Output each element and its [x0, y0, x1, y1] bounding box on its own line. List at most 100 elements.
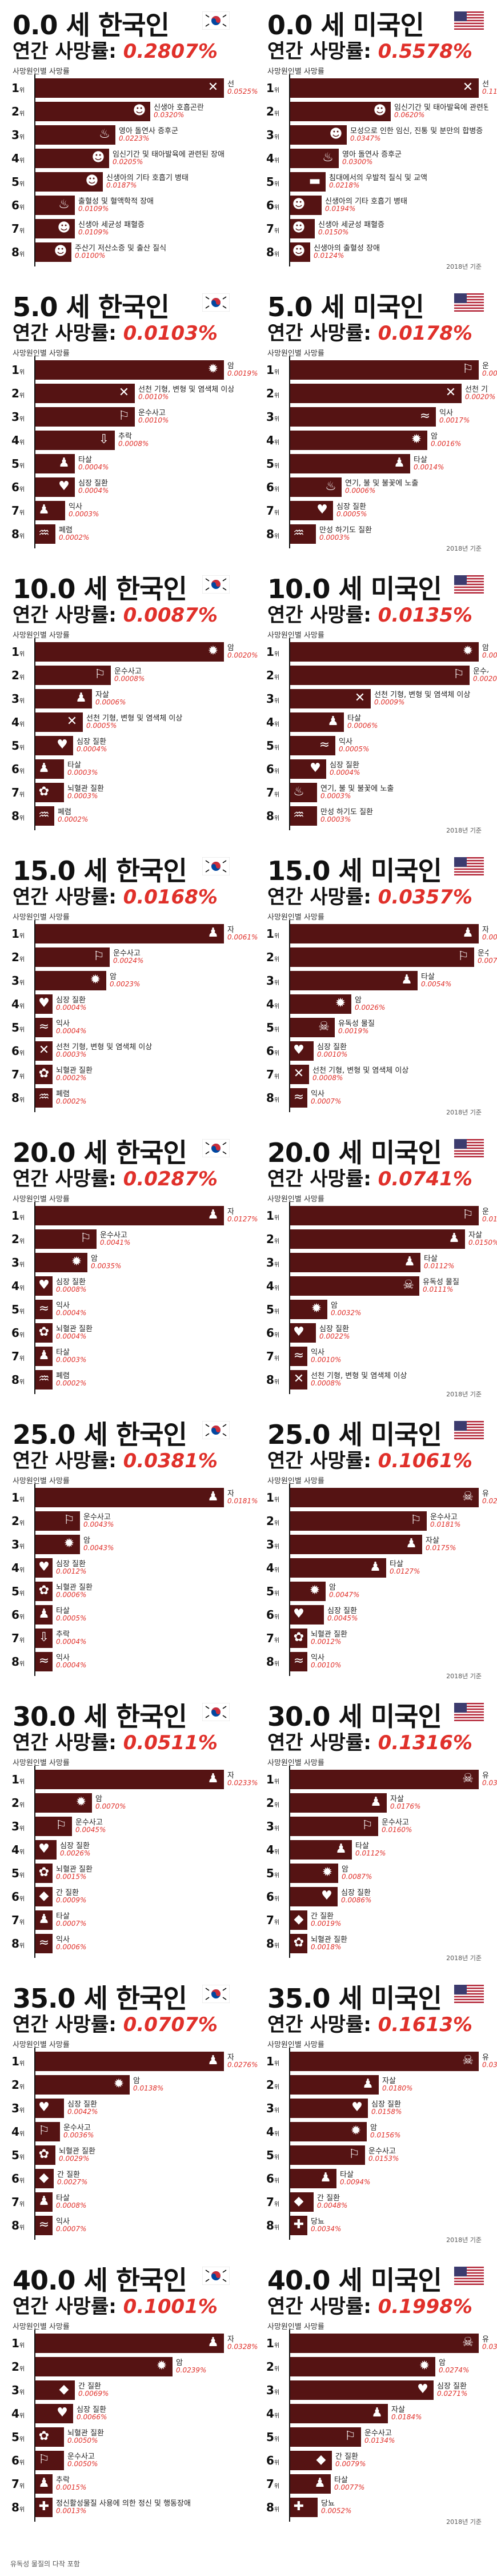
- rate-data-label: 0.0620%: [394, 111, 425, 119]
- bar-mark: [290, 2380, 434, 2400]
- cause-label: 운수사고: [114, 667, 142, 676]
- walk-icon: ♟: [207, 1208, 219, 1222]
- cause-label: 운수사고: [100, 1231, 127, 1240]
- age-title: 0.0 세 미국인: [267, 10, 424, 41]
- age-title: 25.0 세 한국인: [13, 1419, 187, 1450]
- usa-chart-panel: 10.0 세 미국인 연간 사망률: 0.0135% 사망원인별 사망률 1위 ✹ 암 0.…: [257, 567, 497, 836]
- rank-suffix: 위: [274, 2131, 280, 2137]
- rank-suffix: 위: [19, 1074, 25, 1080]
- rate-data-label: 0.0010%: [138, 393, 169, 401]
- rank-label: 7위: [266, 1913, 280, 1927]
- rank-suffix: 위: [19, 1004, 25, 1010]
- rate-label: 연간 사망률:: [267, 2295, 378, 2318]
- rate-label: 연간 사망률:: [267, 604, 378, 627]
- rate-data-label: 0.0012%: [56, 1567, 87, 1575]
- bar-mark: [35, 971, 106, 990]
- rank-suffix: 위: [19, 745, 25, 751]
- bar-mark: [290, 102, 391, 121]
- cause-label: 자살: [95, 691, 109, 699]
- cancer-icon: ✹: [207, 644, 219, 658]
- chart-row: 2위 ☻ 임신기간 및 태아발육에 관련된 장애0.0620%: [257, 100, 488, 123]
- cause-label: 뇌혈관 질환: [311, 1630, 347, 1639]
- rank-label: 7위: [11, 1631, 25, 1645]
- rate-value: 0.0103%: [123, 322, 218, 345]
- chart-row: 6위 ☻ 신생아의 기타 호흡기 병태 0.0194%: [257, 194, 488, 217]
- bar-mark: [290, 431, 427, 450]
- chart-row: 2위 ☻ 신생아 호흡곤란 0.0320%: [2, 100, 234, 123]
- walk-icon: ♟: [448, 1231, 460, 1245]
- heart-icon: ♥: [293, 1607, 304, 1621]
- cause-subtitle: 사망원인별 사망률: [267, 913, 324, 922]
- lung-icon: ♒: [38, 526, 50, 540]
- rank-label: 4위: [11, 1843, 25, 1857]
- rank-label: 3위: [11, 1538, 25, 1551]
- rank-label: 2위: [11, 1796, 25, 1810]
- rank-label: 6위: [11, 480, 25, 494]
- rank-label: 8위: [266, 245, 280, 259]
- rank-label: 5위: [11, 1303, 25, 1316]
- bar-mark: [35, 1793, 92, 1813]
- chart-row: 5위 ✿ 뇌혈관 질환 0.0006%: [2, 1580, 234, 1603]
- bar-mark: [35, 360, 224, 380]
- rate-value: 0.1001%: [123, 2295, 218, 2318]
- bar-mark: [35, 1840, 57, 1860]
- cause-label: 자살: [426, 1536, 439, 1545]
- rate-data-label: 0.0004%: [330, 769, 360, 777]
- chart-row: 2위 ⚐ 운수사고 0.0024%: [2, 946, 234, 969]
- bar-mark: [290, 1605, 324, 1625]
- rate-label: 연간 사망률:: [267, 2013, 378, 2036]
- car-icon: ⚐: [410, 1513, 422, 1527]
- bar-mark: [35, 384, 135, 403]
- chart-row: 3위 ♥ 심장 질환 0.0042%: [2, 2097, 234, 2120]
- annual-mortality-rate: 연간 사망률: 0.0741%: [267, 1163, 472, 1191]
- cause-label: 주산기 저산소증 및 출산 질식: [75, 244, 167, 253]
- age-title: 40.0 세 미국인: [267, 2265, 442, 2296]
- rank-suffix: 위: [274, 228, 280, 234]
- chart-row: 6위 ♥ 심장 질환 0.0086%: [257, 1885, 488, 1908]
- rate-data-label: 0.0022%: [319, 1332, 350, 1340]
- bar-mark: [290, 454, 410, 473]
- chart-row: 3위 ♟ 타살 0.0054%: [257, 969, 488, 992]
- rank-suffix: 위: [19, 1896, 25, 1902]
- dna-icon: ✕: [354, 691, 366, 705]
- heart-icon: ♥: [38, 996, 50, 1010]
- rate-data-label: 0.0328%: [227, 2343, 258, 2351]
- chart-row: 8위 ✿ 뇌혈관 질환 0.0018%: [257, 1932, 488, 1955]
- lung-icon: ♒: [293, 526, 304, 540]
- rank-suffix: 위: [19, 1285, 25, 1292]
- cause-label: 심장 질환: [371, 2100, 401, 2109]
- year-note: 2018년 기준: [446, 263, 482, 270]
- chart-row: 5위 ✿ 뇌혈관 질환 0.0015%: [2, 1862, 234, 1885]
- rate-data-label: 0.0181%: [227, 1497, 258, 1505]
- cause-label: 암: [431, 432, 438, 441]
- rate-data-label: 0.0160%: [382, 1826, 412, 1834]
- rate-data-label: 0.0009%: [374, 698, 405, 706]
- rank-suffix: 위: [19, 2366, 25, 2372]
- bar-mark: [290, 1582, 326, 1601]
- chart-row: 6위 ♥ 심장 질환 0.0045%: [257, 1603, 488, 1626]
- bar-mark: [290, 1370, 307, 1389]
- age-title: 5.0 세 한국인: [13, 292, 170, 323]
- bar-mark: [35, 2122, 60, 2141]
- rank-suffix: 위: [274, 440, 280, 446]
- annual-mortality-rate: 연간 사망률: 0.1998%: [267, 2291, 472, 2319]
- chart-row: 3위 ⚐ 운수사고 0.0045%: [2, 1815, 234, 1838]
- rank-suffix: 위: [274, 2390, 280, 2396]
- skull-icon: ☠: [462, 1771, 474, 1786]
- cause-subtitle: 사망원인별 사망률: [267, 2041, 324, 2049]
- rank-label: 3위: [11, 128, 25, 142]
- car-icon: ⚐: [462, 362, 474, 376]
- rank-label: 8위: [11, 527, 25, 541]
- rank-suffix: 위: [274, 1567, 280, 1574]
- chart-row: 8위 ✚ 당뇨 0.0052%: [257, 2496, 488, 2519]
- chart-row: 7위 ♟ 타살 0.0007%: [2, 1909, 234, 1932]
- rate-data-label: 0.0175%: [426, 1544, 456, 1552]
- chart-row: 4위 ♥ 심장 질환 0.0026%: [2, 1838, 234, 1861]
- rate-data-label: 0.0019%: [311, 1920, 342, 1928]
- bar-mark: [35, 524, 55, 544]
- cause-label: 암: [355, 996, 362, 1005]
- rate-data-label: 0.0158%: [371, 2108, 402, 2116]
